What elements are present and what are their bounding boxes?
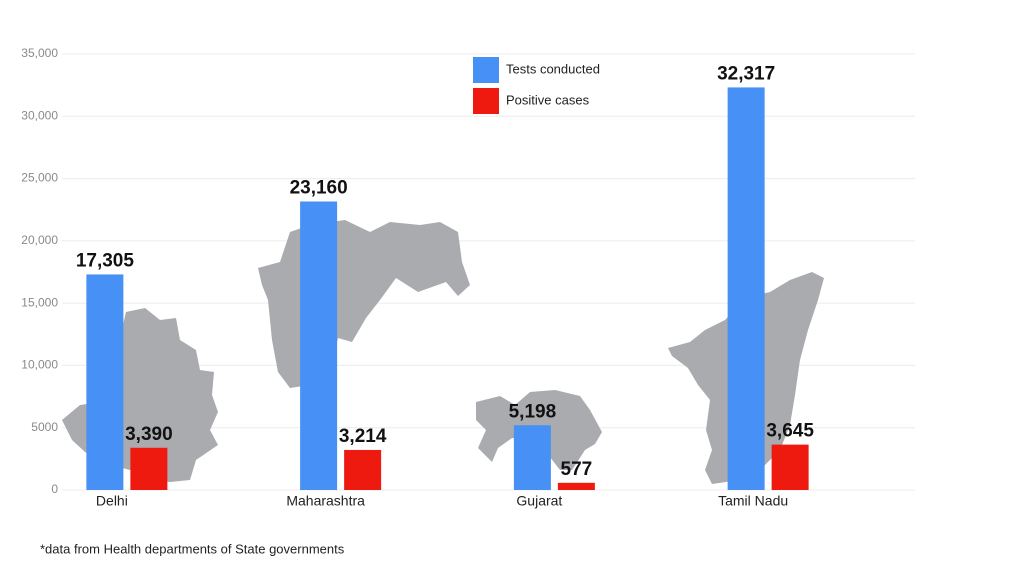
y-tick-label: 25,000 — [21, 171, 58, 185]
bar — [513, 425, 551, 490]
value-label: 23,160 — [290, 178, 348, 199]
legend-label: Tests conducted — [506, 61, 600, 76]
bar — [557, 482, 595, 490]
y-tick-label: 10,000 — [21, 358, 58, 372]
maharashtra-map — [258, 220, 470, 388]
y-tick-label: 5000 — [31, 420, 58, 434]
footnote: *data from Health departments of State g… — [40, 541, 345, 556]
value-label: 17,305 — [76, 250, 135, 271]
value-label: 3,390 — [125, 424, 173, 445]
x-tick-label: Maharashtra — [286, 493, 365, 509]
value-label: 3,214 — [339, 426, 387, 447]
value-label: 577 — [561, 459, 593, 480]
y-tick-label: 0 — [51, 482, 58, 496]
legend-swatch — [473, 88, 499, 114]
bar — [344, 449, 382, 490]
legend-label: Positive cases — [506, 92, 590, 107]
legend-swatch — [473, 57, 499, 83]
bar — [727, 87, 765, 490]
bar — [86, 274, 124, 490]
y-tick-label: 20,000 — [21, 233, 58, 247]
bar — [771, 444, 809, 490]
bar — [300, 201, 338, 491]
value-label: 3,645 — [766, 421, 814, 442]
x-tick-label: Delhi — [96, 493, 128, 509]
y-tick-label: 15,000 — [21, 295, 58, 309]
x-tick-label: Gujarat — [516, 493, 562, 509]
value-label: 5,198 — [509, 401, 557, 422]
map-shapes — [62, 220, 824, 484]
y-tick-label: 35,000 — [21, 46, 58, 60]
y-tick-label: 30,000 — [21, 108, 58, 122]
value-label: 32,317 — [717, 63, 775, 84]
bar — [130, 447, 168, 490]
x-tick-label: Tamil Nadu — [718, 493, 788, 509]
